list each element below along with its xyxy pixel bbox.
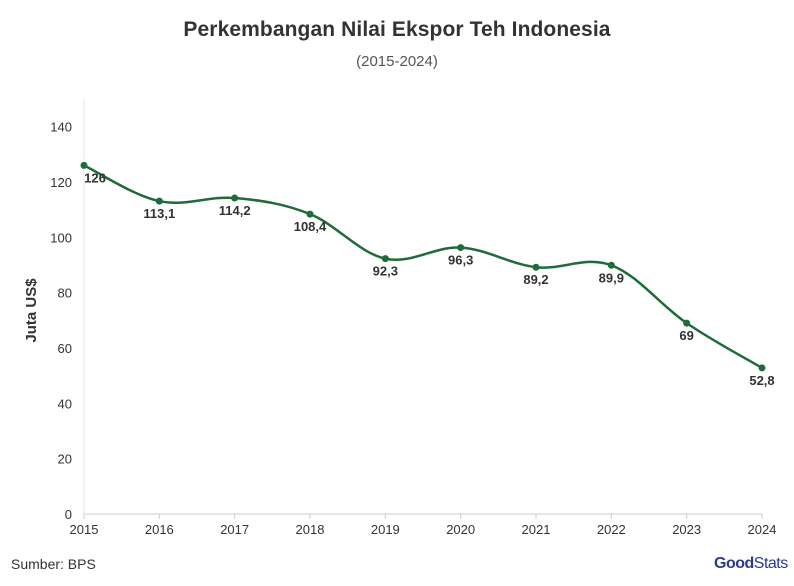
x-tick-label: 2015 [70,522,99,537]
x-tick-label: 2020 [446,522,475,537]
y-tick-label: 0 [65,507,72,522]
source-note: Sumber: BPS [11,556,96,572]
data-point [155,197,163,205]
data-point [381,255,389,263]
y-tick-label: 60 [58,341,72,356]
x-tick-label: 2024 [748,522,777,537]
data-label: 89,2 [523,272,548,287]
x-tick-label: 2023 [672,522,701,537]
brand-stats: Stats [753,555,788,572]
y-tick-label: 100 [50,230,72,245]
data-label: 52,8 [749,373,774,388]
data-point [457,244,465,252]
x-tick-label: 2021 [522,522,551,537]
data-point [607,261,615,269]
data-label: 92,3 [373,264,398,279]
y-tick-label: 20 [58,452,72,467]
brand-logo: GoodStats [714,555,788,573]
chart-subtitle: (2015-2024) [356,53,438,70]
chart-title: Perkembangan Nilai Ekspor Teh Indonesia [183,18,611,41]
data-label: 108,4 [294,219,327,234]
data-point [231,194,239,202]
x-tick-label: 2016 [145,522,174,537]
data-label: 114,2 [219,203,251,218]
data-point [758,364,766,372]
y-tick-label: 140 [50,120,72,135]
x-tick-label: 2019 [371,522,400,537]
x-tick-label: 2018 [296,522,325,537]
brand-good: Good [714,555,754,572]
series-line [83,164,763,369]
data-point [80,161,88,169]
y-tick-label: 40 [58,396,72,411]
data-label: 89,9 [599,270,624,285]
data-label: 69 [679,328,693,343]
data-point [532,263,540,271]
data-label: 96,3 [448,253,473,268]
x-tick-label: 2017 [220,522,249,537]
data-point [306,210,314,218]
x-tick-label: 2022 [597,522,626,537]
y-tick-label: 120 [50,175,72,190]
data-label: 113,1 [143,206,175,221]
data-label: 126 [84,170,106,185]
y-tick-label: 80 [58,286,72,301]
data-point [683,319,691,327]
y-axis-label: Juta US$ [23,278,40,343]
